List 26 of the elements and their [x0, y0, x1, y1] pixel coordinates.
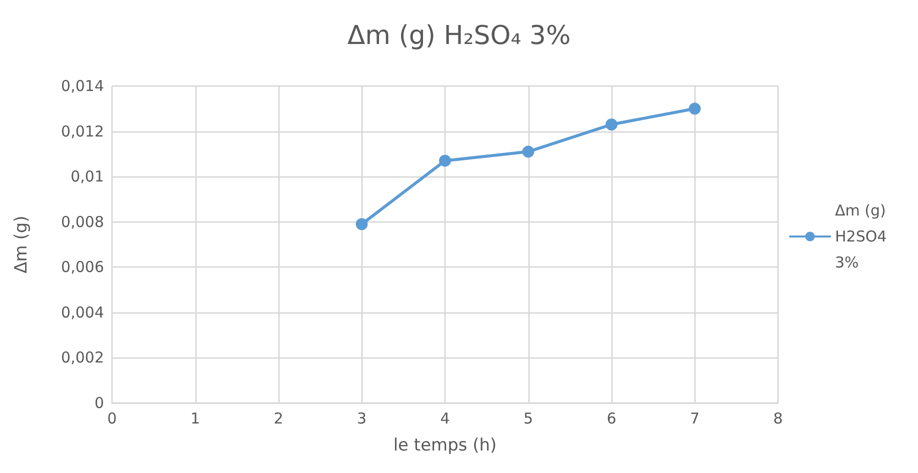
- chart-title: Δm (g) H₂SO₄ 3%: [347, 21, 571, 51]
- y-tick-label: 0,014: [61, 77, 104, 95]
- point: [356, 218, 368, 230]
- x-tick-label: 6: [606, 410, 616, 428]
- x-tick-label: 3: [356, 410, 367, 428]
- y-tick-label: 0: [94, 394, 104, 412]
- x-tick-label: 0: [107, 410, 117, 428]
- x-tick-label: 4: [440, 410, 450, 428]
- point: [439, 154, 451, 167]
- y-tick-label: 0,008: [61, 212, 104, 231]
- point: [688, 102, 701, 115]
- y-tick-label: 0,004: [61, 303, 104, 322]
- x-tick-label: 8: [773, 410, 783, 428]
- y-tick-label: 0,01: [70, 168, 104, 186]
- x-tick-label: 5: [523, 410, 534, 428]
- y-axis-title: Δm (g): [12, 216, 32, 274]
- y-tick-label: 0,002: [61, 348, 104, 367]
- legend-label: Δm (g) H2SO4 3%: [835, 202, 892, 272]
- x-tick-label: 7: [690, 410, 700, 428]
- x-tick-label: 2: [274, 410, 284, 428]
- y-tick-label: 0,006: [61, 258, 104, 276]
- y-tick-label: 0,012: [61, 122, 104, 140]
- x-tick-label: 1: [190, 410, 200, 428]
- x-axis-title: le temps (h): [393, 436, 497, 456]
- point: [606, 118, 618, 130]
- point: [522, 146, 534, 158]
